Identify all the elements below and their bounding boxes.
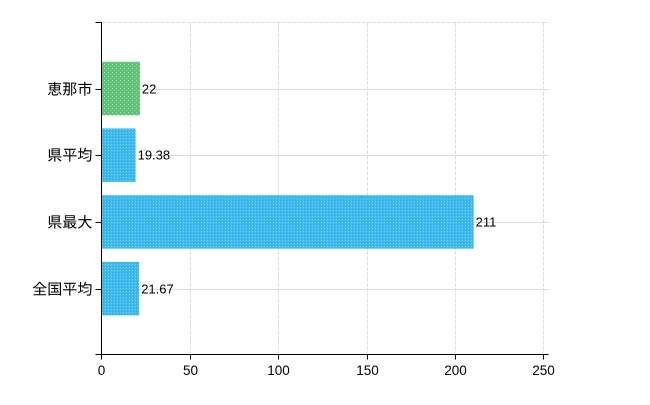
svg-text:250: 250: [532, 363, 555, 378]
svg-text:150: 150: [356, 363, 379, 378]
svg-text:211: 211: [476, 215, 497, 230]
svg-text:0: 0: [98, 363, 106, 378]
svg-text:100: 100: [267, 363, 290, 378]
svg-text:22: 22: [142, 82, 156, 97]
svg-text:19.38: 19.38: [138, 148, 171, 163]
svg-text:50: 50: [183, 363, 198, 378]
svg-text:21.67: 21.67: [141, 282, 174, 297]
svg-text:200: 200: [444, 363, 467, 378]
